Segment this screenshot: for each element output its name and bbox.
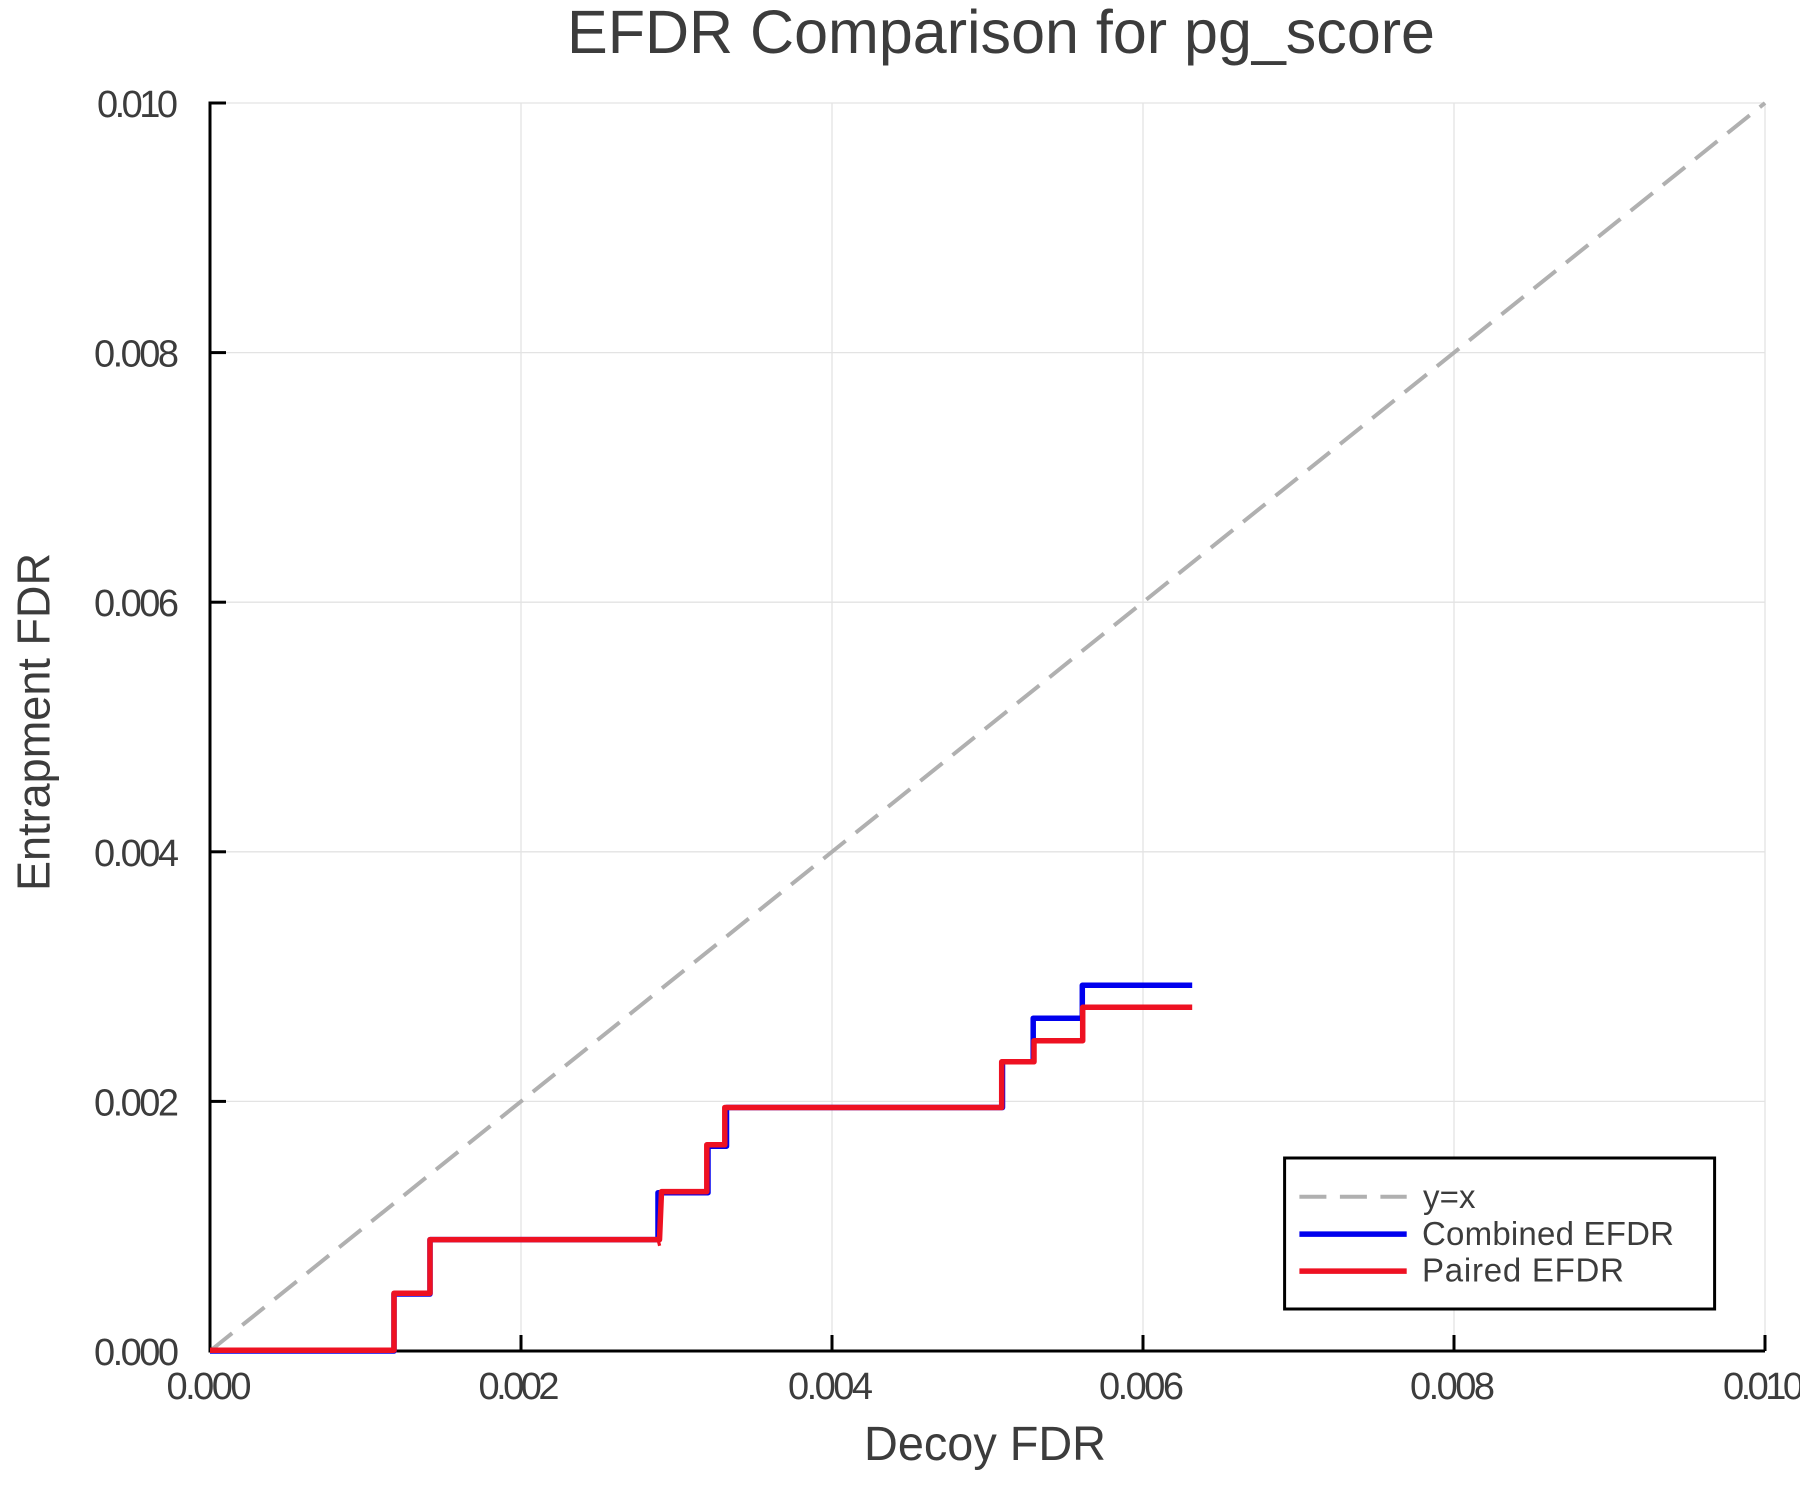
svg-text:0.002: 0.002 [94, 1082, 179, 1124]
svg-text:0.000: 0.000 [167, 1366, 252, 1408]
svg-text:Paired EFDR: Paired EFDR [1422, 1252, 1624, 1289]
svg-text:0.008: 0.008 [94, 334, 179, 376]
svg-text:Entrapment FDR: Entrapment FDR [8, 553, 60, 891]
svg-text:EFDR Comparison for pg_score: EFDR Comparison for pg_score [567, 0, 1435, 66]
svg-text:0.006: 0.006 [1099, 1366, 1184, 1408]
svg-text:0.010: 0.010 [1723, 1366, 1800, 1408]
svg-text:0.000: 0.000 [94, 1332, 179, 1374]
svg-text:y=x: y=x [1423, 1178, 1476, 1215]
svg-text:Decoy FDR: Decoy FDR [864, 1418, 1106, 1471]
svg-text:0.006: 0.006 [94, 583, 179, 625]
svg-text:0.008: 0.008 [1410, 1366, 1495, 1408]
svg-text:0.004: 0.004 [788, 1366, 873, 1408]
svg-text:0.010: 0.010 [97, 84, 178, 126]
svg-text:Combined EFDR: Combined EFDR [1422, 1215, 1674, 1252]
svg-text:0.002: 0.002 [479, 1366, 560, 1408]
svg-text:0.004: 0.004 [94, 833, 179, 875]
